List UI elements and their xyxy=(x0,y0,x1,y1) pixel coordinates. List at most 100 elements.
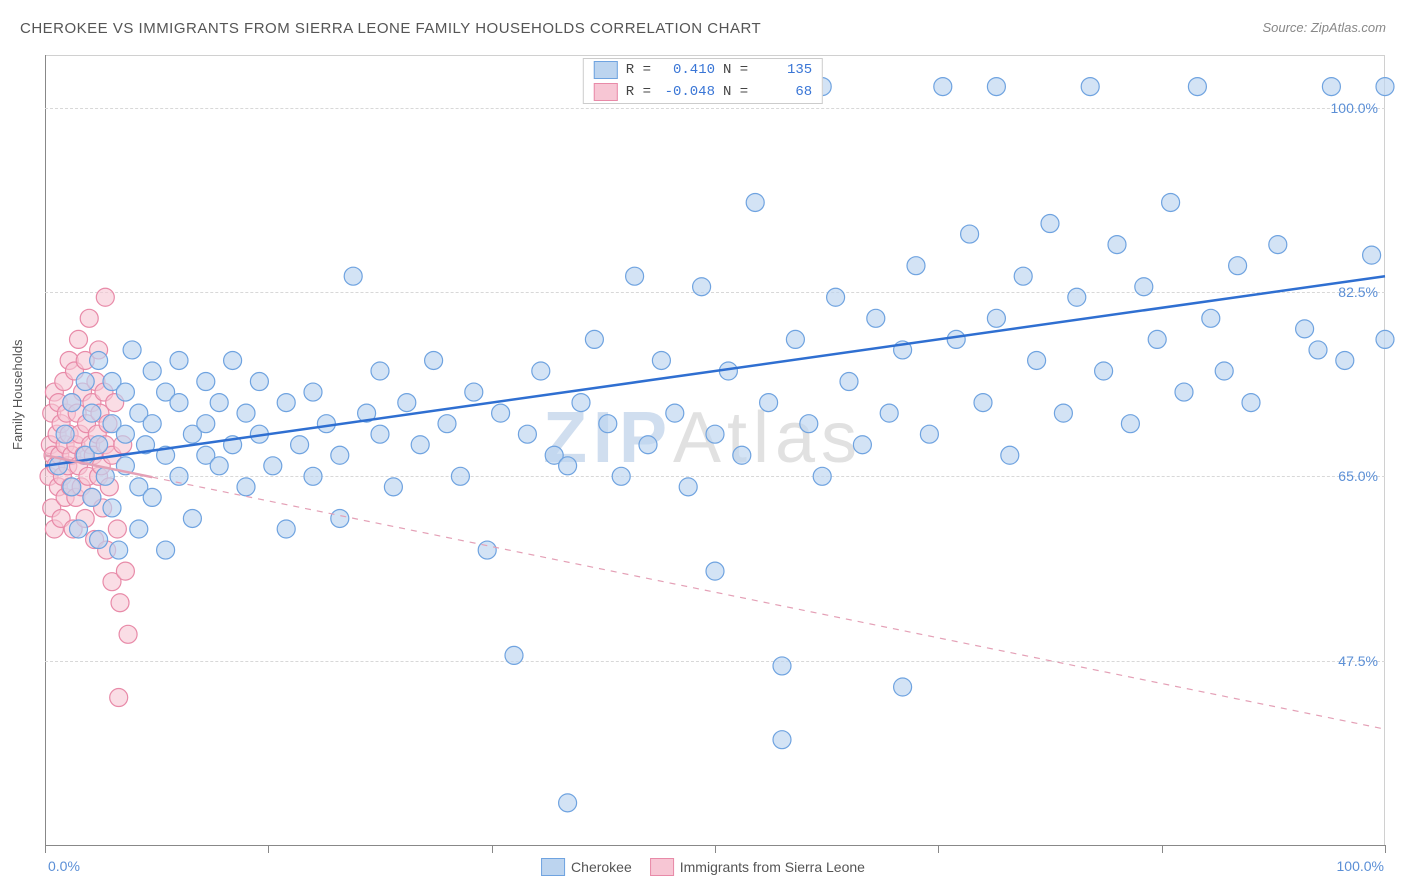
series-legend: Cherokee Immigrants from Sierra Leone xyxy=(541,858,865,876)
data-point xyxy=(438,415,456,433)
swatch-series-2 xyxy=(594,83,618,101)
data-point xyxy=(1363,246,1381,264)
x-tick xyxy=(1162,845,1163,853)
n-value-2: 68 xyxy=(756,84,812,100)
data-point xyxy=(867,309,885,327)
data-point xyxy=(224,351,242,369)
r-label: R = xyxy=(626,62,651,78)
data-point xyxy=(492,404,510,422)
data-point xyxy=(1322,78,1340,96)
data-point xyxy=(827,288,845,306)
data-point xyxy=(800,415,818,433)
data-point xyxy=(1028,351,1046,369)
data-point xyxy=(987,78,1005,96)
data-point xyxy=(210,457,228,475)
data-point xyxy=(1309,341,1327,359)
data-point xyxy=(411,436,429,454)
data-point xyxy=(291,436,309,454)
x-tick xyxy=(268,845,269,853)
data-point xyxy=(1376,330,1394,348)
x-tick xyxy=(715,845,716,853)
x-tick xyxy=(1385,845,1386,853)
x-axis-max-label: 100.0% xyxy=(1337,858,1384,874)
data-point xyxy=(840,373,858,391)
data-point xyxy=(1054,404,1072,422)
data-point xyxy=(1001,446,1019,464)
data-point xyxy=(559,794,577,812)
x-axis-min-label: 0.0% xyxy=(48,858,80,874)
data-point xyxy=(371,362,389,380)
data-point xyxy=(947,330,965,348)
data-point xyxy=(1041,215,1059,233)
data-point xyxy=(110,689,128,707)
data-point xyxy=(920,425,938,443)
data-point xyxy=(116,383,134,401)
data-point xyxy=(706,562,724,580)
data-point xyxy=(197,415,215,433)
data-point xyxy=(559,457,577,475)
data-point xyxy=(652,351,670,369)
data-point xyxy=(56,425,74,443)
data-point xyxy=(1376,78,1394,96)
data-point xyxy=(666,404,684,422)
data-point xyxy=(679,478,697,496)
data-point xyxy=(277,394,295,412)
data-point xyxy=(853,436,871,454)
data-point xyxy=(398,394,416,412)
data-point xyxy=(157,541,175,559)
data-point xyxy=(96,288,114,306)
data-point xyxy=(80,309,98,327)
n-value-1: 135 xyxy=(756,62,812,78)
data-point xyxy=(277,520,295,538)
data-point xyxy=(108,520,126,538)
data-point xyxy=(119,625,137,643)
data-point xyxy=(304,383,322,401)
data-point xyxy=(237,478,255,496)
data-point xyxy=(344,267,362,285)
correlation-legend: R = 0.410 N = 135 R = -0.048 N = 68 xyxy=(583,58,823,104)
data-point xyxy=(1014,267,1032,285)
data-point xyxy=(1162,193,1180,211)
data-point xyxy=(1229,257,1247,275)
data-point xyxy=(1095,362,1113,380)
data-point xyxy=(331,509,349,527)
data-point xyxy=(1269,236,1287,254)
legend-swatch-2 xyxy=(650,858,674,876)
data-point xyxy=(1175,383,1193,401)
data-point xyxy=(143,488,161,506)
data-point xyxy=(532,362,550,380)
data-point xyxy=(90,531,108,549)
data-point xyxy=(1108,236,1126,254)
data-point xyxy=(116,562,134,580)
data-point xyxy=(70,330,88,348)
correlation-row-2: R = -0.048 N = 68 xyxy=(584,81,822,103)
chart-title: CHEROKEE VS IMMIGRANTS FROM SIERRA LEONE… xyxy=(20,20,761,37)
data-point xyxy=(760,394,778,412)
data-point xyxy=(425,351,443,369)
data-point xyxy=(371,425,389,443)
data-point xyxy=(250,373,268,391)
data-point xyxy=(110,541,128,559)
legend-label-2: Immigrants from Sierra Leone xyxy=(680,859,865,875)
legend-label-1: Cherokee xyxy=(571,859,632,875)
data-point xyxy=(197,373,215,391)
data-point xyxy=(451,467,469,485)
data-point xyxy=(183,509,201,527)
data-point xyxy=(264,457,282,475)
chart-header: CHEROKEE VS IMMIGRANTS FROM SIERRA LEONE… xyxy=(20,20,1386,50)
r-value-2: -0.048 xyxy=(659,84,715,100)
swatch-series-1 xyxy=(594,61,618,79)
data-point xyxy=(170,394,188,412)
data-point xyxy=(143,415,161,433)
data-point xyxy=(518,425,536,443)
data-point xyxy=(813,467,831,485)
x-tick xyxy=(938,845,939,853)
data-point xyxy=(773,657,791,675)
data-point xyxy=(746,193,764,211)
data-point xyxy=(786,330,804,348)
data-point xyxy=(123,341,141,359)
data-point xyxy=(961,225,979,243)
data-point xyxy=(907,257,925,275)
chart-source: Source: ZipAtlas.com xyxy=(1262,20,1386,35)
n-label: N = xyxy=(723,84,748,100)
